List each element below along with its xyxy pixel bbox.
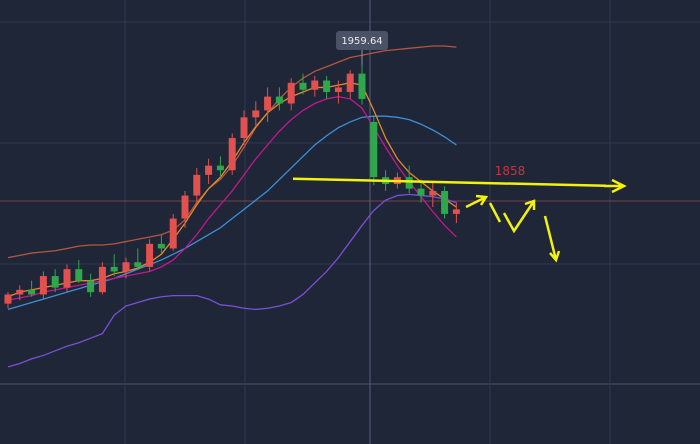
candle-body xyxy=(346,73,354,93)
level-line xyxy=(292,177,607,187)
candle-body xyxy=(63,269,71,288)
candle-body xyxy=(287,82,295,104)
candle-body xyxy=(216,165,224,171)
candle-body xyxy=(157,243,165,249)
candle-body xyxy=(441,190,449,214)
candle-body xyxy=(275,96,283,104)
arrow-up xyxy=(465,194,489,209)
candle-body xyxy=(323,80,331,93)
candle-body xyxy=(169,218,177,249)
candle-body xyxy=(228,138,236,171)
candle-body xyxy=(205,165,213,175)
candle-body xyxy=(299,82,307,90)
candle-body xyxy=(122,262,130,272)
candle-body xyxy=(193,174,201,196)
candle-body xyxy=(98,266,106,293)
indicator-line xyxy=(7,115,457,311)
level-label: 1858 xyxy=(495,164,526,178)
arrow-head-right xyxy=(604,178,627,194)
candle-body xyxy=(16,289,24,295)
candle-body xyxy=(4,294,12,304)
high-label: 1959.64 xyxy=(341,36,382,47)
candle-body xyxy=(334,87,342,93)
candle-body xyxy=(429,190,437,196)
candle-body xyxy=(39,276,47,295)
candle-body xyxy=(75,269,83,281)
candle-body xyxy=(134,262,142,267)
candle-body xyxy=(110,266,118,272)
candle-body xyxy=(240,117,248,139)
candle-body xyxy=(452,209,460,214)
arrow-v xyxy=(502,199,536,234)
arrow-down xyxy=(543,215,561,263)
candle-body xyxy=(370,121,378,178)
candle-body xyxy=(51,276,59,288)
arrows xyxy=(465,178,627,263)
candle-body xyxy=(252,110,260,118)
candle-body xyxy=(264,96,272,111)
plot: 1858 1959.64 xyxy=(4,31,607,368)
candle-body xyxy=(87,280,95,293)
candle-body xyxy=(181,195,189,219)
candle-body xyxy=(358,73,366,99)
candle-body xyxy=(28,289,36,295)
candle-body xyxy=(405,177,413,189)
arrow-segment xyxy=(488,202,502,223)
candle-body xyxy=(146,243,154,267)
indicator-line xyxy=(7,95,457,301)
candle-body xyxy=(417,188,425,196)
candle-body xyxy=(311,80,319,90)
high-label-box xyxy=(336,31,388,50)
indicator-line xyxy=(7,193,457,368)
